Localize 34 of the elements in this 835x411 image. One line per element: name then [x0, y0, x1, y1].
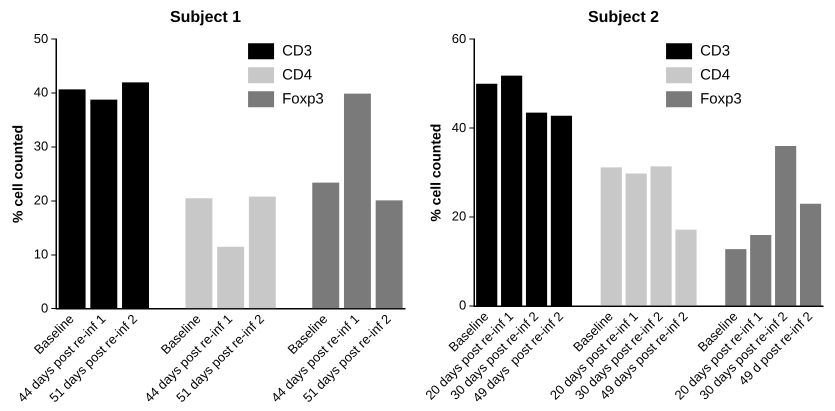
bar: [217, 246, 244, 308]
y-tick-label: 40: [452, 120, 466, 135]
legend-label: CD3: [282, 42, 312, 60]
legend-label: Foxp3: [282, 90, 324, 108]
bar: [344, 94, 371, 308]
bar: [248, 196, 276, 308]
y-axis-title: % cell counted: [427, 124, 444, 222]
bar: [650, 166, 672, 306]
y-tick-label: 20: [452, 208, 466, 224]
chart-title: Subject 2: [588, 9, 660, 26]
bar: [675, 230, 697, 306]
y-tick-label: 30: [34, 138, 48, 154]
bar: [800, 204, 822, 306]
legend-label: CD4: [700, 66, 730, 84]
legend-label: CD3: [700, 42, 730, 60]
bar: [725, 249, 746, 306]
bar: [312, 182, 340, 308]
bar: [750, 234, 772, 306]
bar: [775, 146, 796, 306]
y-tick-label: 50: [34, 30, 48, 46]
y-tick-label: 20: [34, 192, 48, 208]
legend-label: CD4: [282, 66, 312, 84]
y-tick-label: 40: [34, 84, 48, 100]
y-tick-label: 60: [452, 30, 466, 46]
chart-title: Subject 1: [170, 9, 242, 26]
legend-label: Foxp3: [700, 90, 742, 108]
y-tick-label: 0: [41, 300, 48, 316]
y-tick-label: 10: [34, 246, 48, 262]
y-tick-label: 0: [459, 298, 466, 313]
bar: [376, 200, 403, 308]
y-axis-title: % cell counted: [9, 124, 26, 223]
bar: [185, 198, 212, 308]
bar: [600, 167, 622, 306]
bar: [626, 174, 647, 306]
